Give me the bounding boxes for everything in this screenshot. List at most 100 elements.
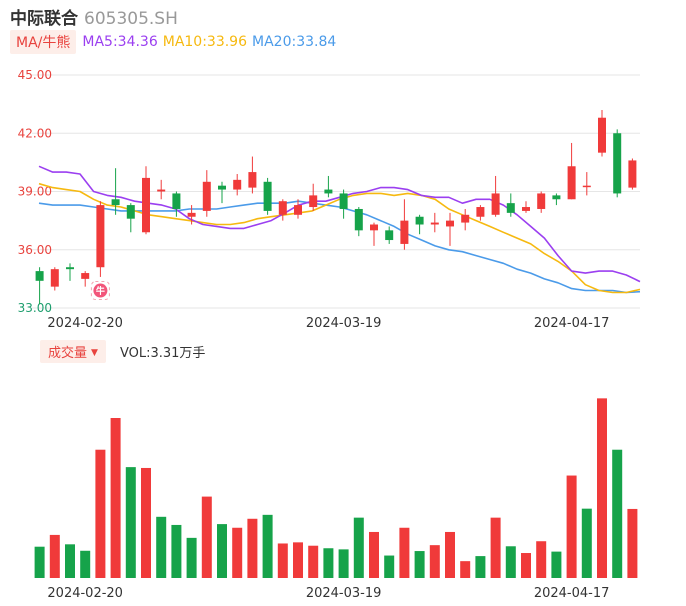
price-date-axis: 2024-02-20 2024-03-19 2024-04-17 <box>47 316 609 331</box>
ma-toggle-button[interactable]: MA/牛熊 <box>10 30 77 54</box>
candle <box>370 222 378 246</box>
volume-bar <box>308 545 319 578</box>
candle-body <box>582 185 591 188</box>
candle <box>537 191 546 213</box>
candle <box>248 156 257 194</box>
ma5-legend-item: MA5:34.36 <box>82 34 158 50</box>
candle-body <box>430 222 439 225</box>
candle <box>278 199 287 221</box>
ma10-legend-item: MA10:33.96 <box>162 34 248 50</box>
candle <box>552 193 561 206</box>
bull-marker-frame <box>90 281 110 301</box>
candle <box>157 179 166 200</box>
candle-body <box>506 203 515 213</box>
candle <box>522 201 530 213</box>
candle <box>567 142 576 200</box>
volume-bar <box>429 545 440 578</box>
candle <box>324 175 333 198</box>
candle <box>506 193 515 217</box>
candles <box>35 109 637 305</box>
candle-body <box>491 193 500 215</box>
candle <box>430 212 439 233</box>
caret-down-icon: ▼ <box>91 347 98 358</box>
stock-name: 中际联合 <box>10 9 78 29</box>
candle-body <box>263 181 272 211</box>
volume-bar <box>186 537 197 578</box>
candle-body <box>415 216 424 225</box>
volume-bar <box>353 517 364 578</box>
volume-bar <box>232 527 243 578</box>
volume-bar <box>247 518 258 578</box>
candle <box>598 109 606 157</box>
x-tick-label: 2024-02-20 <box>47 316 123 331</box>
volume-bar <box>414 551 425 578</box>
volume-bar <box>34 546 45 578</box>
y-tick-label: 42.00 <box>18 126 52 140</box>
candle <box>400 199 409 250</box>
volume-bar <box>399 527 410 578</box>
volume-bar <box>505 546 516 578</box>
candle <box>263 177 272 215</box>
candle-body <box>111 199 120 206</box>
ma-lines <box>38 165 641 294</box>
candle-body <box>552 195 561 200</box>
bull-marker: 牛 <box>90 281 110 301</box>
candle-body <box>628 160 637 188</box>
stock-code: 605305.SH <box>84 9 178 29</box>
candle-body <box>278 201 287 215</box>
x-tick-label: 2024-03-19 <box>306 316 382 331</box>
candle <box>446 212 454 246</box>
x-tick-label: 2024-03-19 <box>306 586 382 601</box>
volume-bar <box>323 548 334 578</box>
volume-value: VOL:3.31万手 <box>119 345 206 361</box>
candle <box>628 158 637 190</box>
volume-bar <box>627 508 638 578</box>
volume-bar <box>65 544 75 578</box>
candle <box>294 199 302 219</box>
candle <box>385 226 394 244</box>
candle-body <box>202 181 211 211</box>
volume-bar <box>612 449 623 578</box>
volume-bar <box>460 561 471 578</box>
candle <box>81 271 90 287</box>
candle-body <box>598 117 606 153</box>
volume-bar <box>338 549 349 578</box>
candle-body <box>35 271 44 281</box>
volume-date-axis: 2024-02-20 2024-03-19 2024-04-17 <box>47 586 609 601</box>
stock-title: 中际联合 605305.SH <box>10 4 178 29</box>
y-tick-label: 36.00 <box>18 243 52 257</box>
candle-body <box>172 193 181 209</box>
volume-bar <box>217 524 227 578</box>
volume-bar <box>475 556 486 578</box>
candle-body <box>81 273 90 279</box>
candle-body <box>461 214 470 223</box>
volume-bar <box>110 418 121 578</box>
volume-bar <box>156 516 167 578</box>
candle-body <box>613 133 622 194</box>
candle <box>339 189 348 219</box>
candle <box>126 203 135 233</box>
candle <box>613 129 622 198</box>
volume-bar <box>201 496 212 578</box>
candle-body <box>400 220 409 244</box>
volume-bar <box>262 514 273 578</box>
volume-toggle-button[interactable]: 成交量 ▼ <box>40 339 106 363</box>
candle-body <box>187 212 196 217</box>
candle-body <box>96 205 105 268</box>
candle <box>202 170 211 217</box>
candle <box>233 174 242 196</box>
candle <box>142 166 150 235</box>
volume-bar <box>293 542 303 578</box>
volume-bar <box>521 553 531 578</box>
candle-body <box>157 189 166 192</box>
y-tick-label: 33.00 <box>18 301 52 315</box>
candle-body <box>385 230 394 241</box>
candle-body <box>476 207 485 217</box>
candle <box>476 205 485 221</box>
volume-bar <box>490 517 501 578</box>
ma20-line <box>38 200 641 294</box>
x-tick-label: 2024-02-20 <box>47 586 123 601</box>
y-tick-label: 45.00 <box>18 68 52 82</box>
candle <box>111 168 120 215</box>
